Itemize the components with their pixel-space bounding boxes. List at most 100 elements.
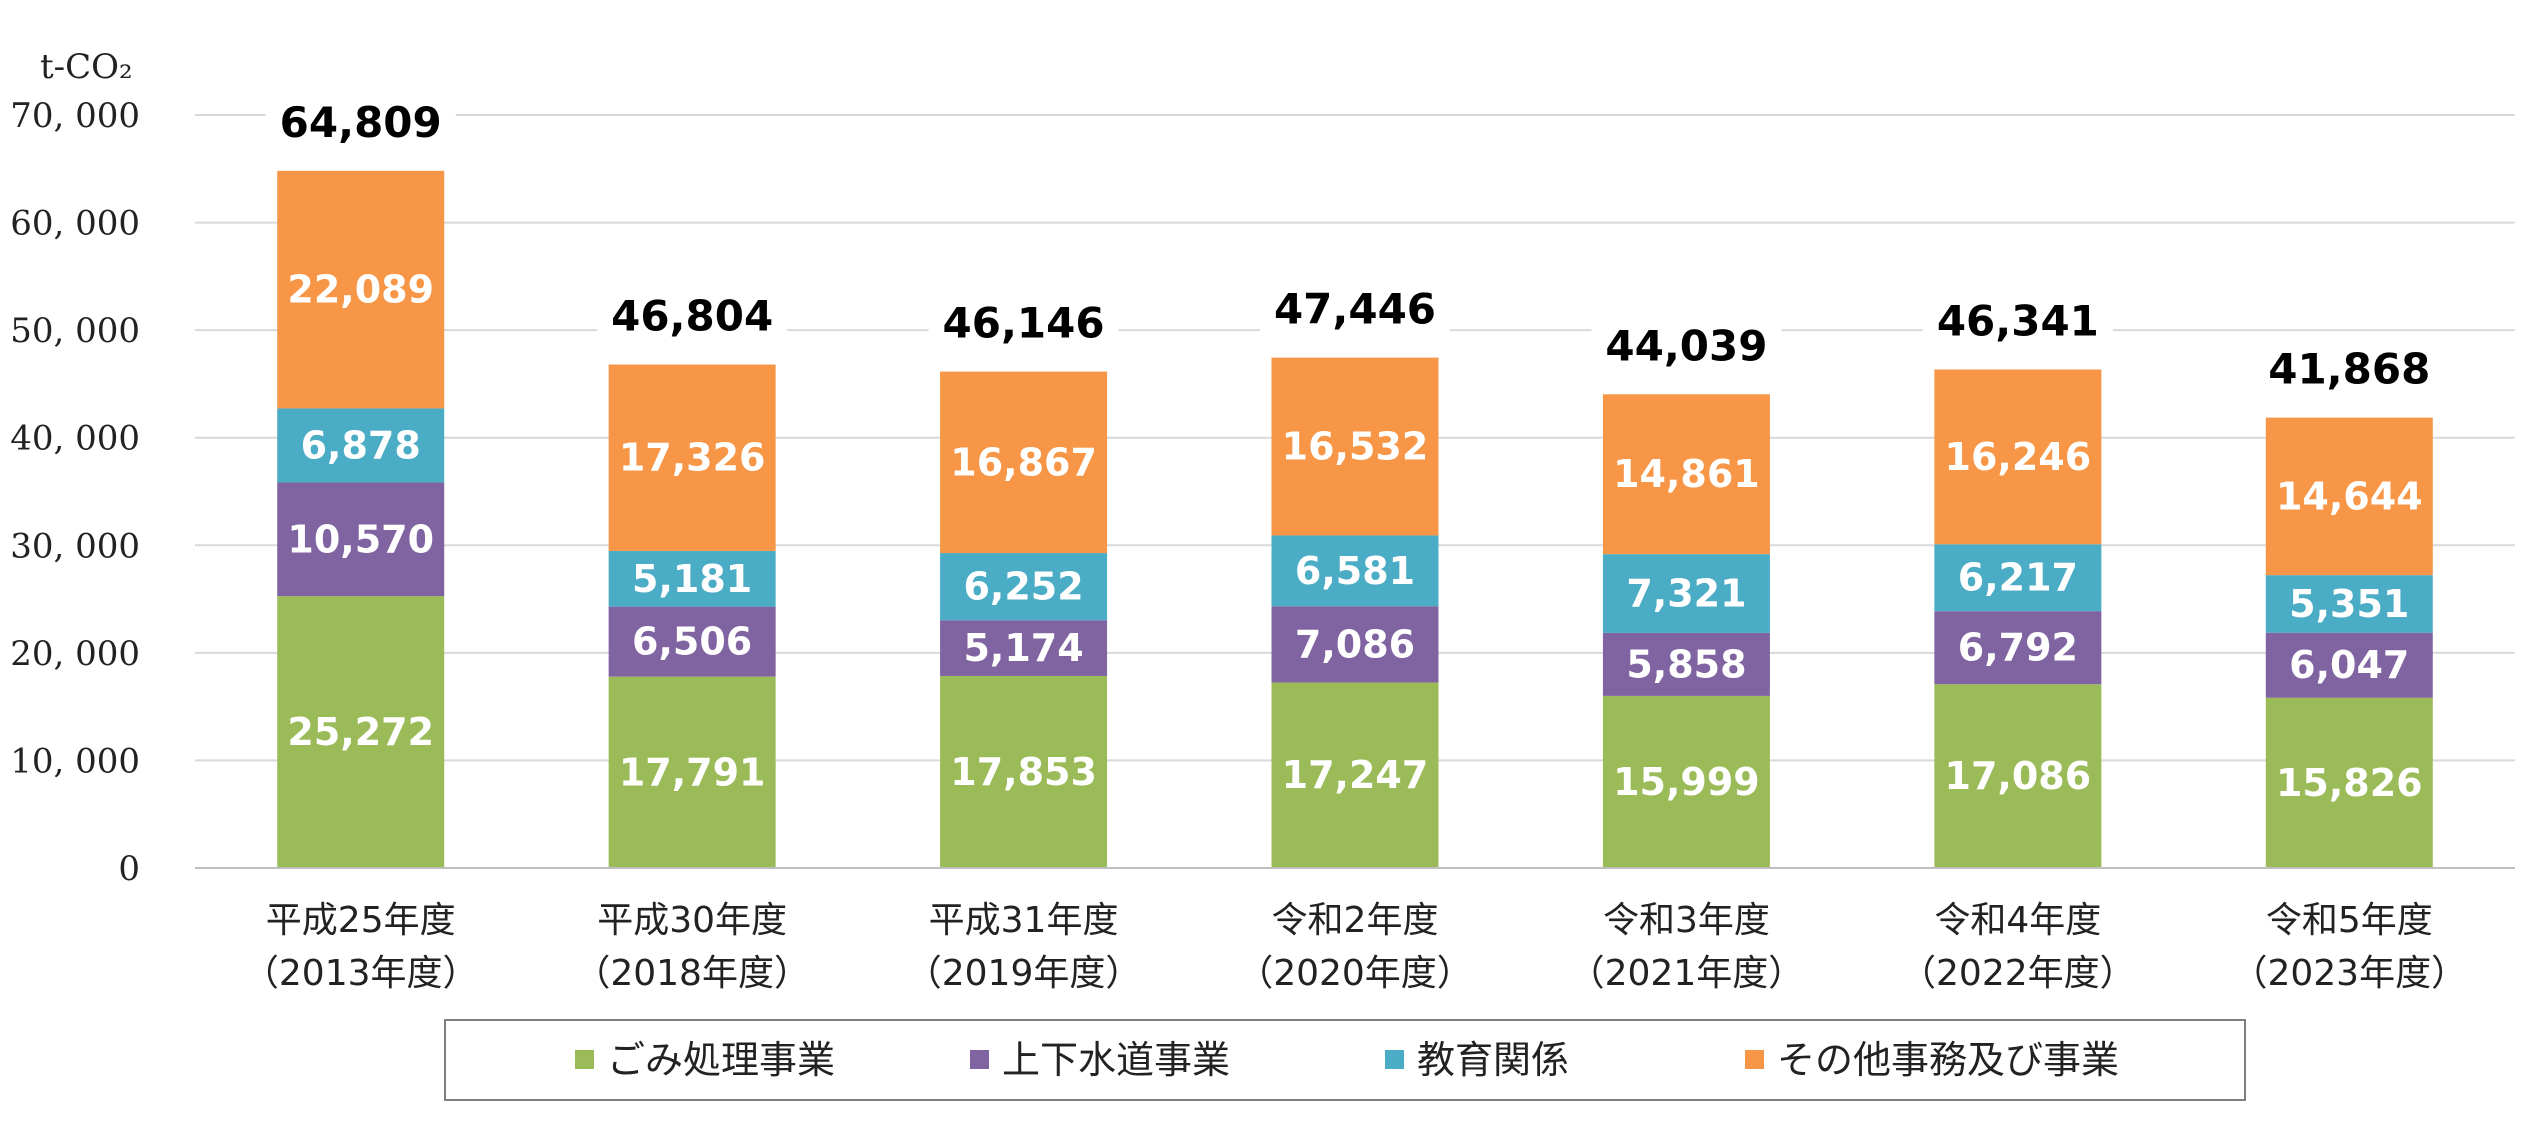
total-value-label: 41,868 xyxy=(2268,345,2430,394)
bar-segment xyxy=(608,550,776,607)
y-tick-label: 40, 000 xyxy=(10,419,140,459)
segment-value-label: 5,181 xyxy=(632,557,752,601)
segment-value-label: 10,570 xyxy=(287,517,434,561)
segment-value-label: 16,532 xyxy=(1282,425,1429,469)
total-label-bg xyxy=(1922,297,2113,350)
x-category-label: 令和3年度 xyxy=(1603,900,1770,941)
x-category-sublabel: （2019年度） xyxy=(906,953,1142,994)
bar-segment xyxy=(2265,417,2433,576)
total-label-bg xyxy=(265,98,456,151)
total-value-label: 44,039 xyxy=(1605,321,1767,370)
segment-value-label: 6,252 xyxy=(963,565,1083,609)
bar-segment xyxy=(277,596,445,868)
bar-segment xyxy=(2265,632,2433,698)
bars xyxy=(277,170,2433,868)
bar-segment xyxy=(2265,575,2433,633)
bar-segment xyxy=(940,620,1108,676)
bar-segment xyxy=(277,482,445,597)
total-value-label: 64,809 xyxy=(280,98,442,147)
segment-value-label: 17,247 xyxy=(1282,753,1429,797)
total-label-bg xyxy=(928,299,1119,352)
bar-segment xyxy=(1271,682,1439,868)
bar-segment xyxy=(1602,394,1770,555)
x-category-label: 平成30年度 xyxy=(597,900,787,941)
axes: 0 10, 000 20, 000 30, 000 40, 000 50, 000 60, … xyxy=(10,47,2515,994)
unit-label: t-CO₂ xyxy=(40,47,133,87)
bar-segment xyxy=(277,408,445,483)
data-labels: 25,272 10,570 6,878 22,089 64,809 17,791 6,506… xyxy=(265,98,2445,805)
total-label-bg xyxy=(1260,285,1450,338)
y-tick-label: 70, 000 xyxy=(10,96,140,136)
y-tick-label: 20, 000 xyxy=(10,634,140,674)
x-category-sublabel: （2020年度） xyxy=(1237,953,1473,994)
total-value-label: 46,804 xyxy=(611,292,773,341)
bar-segment xyxy=(608,606,776,677)
bar-segment xyxy=(608,676,776,868)
bar-segment xyxy=(1602,554,1770,633)
y-tick-label: 0 xyxy=(118,849,140,889)
x-category-label: 令和2年度 xyxy=(1272,900,1439,941)
segment-value-label: 17,853 xyxy=(950,750,1097,794)
bar-segment xyxy=(1271,606,1439,683)
total-label-bg xyxy=(2254,345,2445,398)
total-label-bg xyxy=(1591,322,1782,375)
x-category-sublabel: （2021年度） xyxy=(1569,953,1805,994)
x-category-sublabel: （2022年度） xyxy=(1900,953,2136,994)
bar-segment xyxy=(940,675,1108,868)
legend-swatch xyxy=(970,1050,989,1069)
legend-entry-label: 上下水道事業 xyxy=(1002,1038,1230,1082)
y-tick-label: 60, 000 xyxy=(10,204,140,244)
total-value-label: 46,341 xyxy=(1937,297,2099,346)
y-tick-label: 50, 000 xyxy=(10,311,140,351)
legend-swatch xyxy=(1385,1050,1404,1069)
segment-value-label: 15,826 xyxy=(2276,761,2423,805)
legend: ごみ処理事業 上下水道事業 教育関係 その他事務及び事業 xyxy=(444,1019,2246,1101)
legend-box xyxy=(444,1019,2246,1101)
bar-segment xyxy=(1934,684,2102,868)
y-tick-label: 30, 000 xyxy=(10,526,140,566)
bar-segment xyxy=(940,553,1108,621)
total-value-label: 47,446 xyxy=(1274,285,1436,334)
bar-segment xyxy=(1271,535,1439,607)
segment-value-label: 6,581 xyxy=(1295,549,1415,593)
segment-value-label: 16,867 xyxy=(950,440,1097,484)
bar-segment xyxy=(2265,697,2433,868)
segment-value-label: 6,047 xyxy=(2289,643,2409,687)
segment-value-label: 6,792 xyxy=(1958,626,2078,670)
x-category-sublabel: （2023年度） xyxy=(2231,953,2467,994)
segment-value-label: 6,878 xyxy=(301,423,421,467)
bar-segment xyxy=(1934,369,2102,545)
y-tick-label: 10, 000 xyxy=(10,741,140,781)
bar-segment xyxy=(1602,632,1770,696)
segment-value-label: 7,321 xyxy=(1626,572,1746,616)
segment-value-label: 6,217 xyxy=(1958,556,2078,600)
bar-segment xyxy=(608,364,776,551)
legend-entry-label: ごみ処理事業 xyxy=(607,1038,835,1082)
segment-value-label: 22,089 xyxy=(287,268,434,312)
segment-value-label: 7,086 xyxy=(1295,622,1415,666)
x-category-label: 平成25年度 xyxy=(266,900,456,941)
bar-segment xyxy=(1934,611,2102,685)
segment-value-label: 6,506 xyxy=(632,620,752,664)
x-category-sublabel: （2018年度） xyxy=(574,953,810,994)
x-category-label: 令和4年度 xyxy=(1934,900,2101,941)
bar-segment xyxy=(940,371,1108,554)
segment-value-label: 5,351 xyxy=(2289,582,2409,626)
bar-segment xyxy=(1271,357,1439,536)
legend-entry-label: 教育関係 xyxy=(1417,1038,1569,1082)
legend-swatch xyxy=(1745,1050,1764,1069)
segment-value-label: 14,861 xyxy=(1613,452,1760,496)
bar-segment xyxy=(1602,695,1770,868)
x-category-sublabel: （2013年度） xyxy=(243,953,479,994)
segment-value-label: 17,791 xyxy=(619,750,766,794)
total-label-bg xyxy=(597,292,788,345)
legend-entry-label: その他事務及び事業 xyxy=(1777,1038,2119,1082)
x-category-label: 令和5年度 xyxy=(2266,900,2433,941)
bar-segment xyxy=(277,170,445,409)
total-value-label: 46,146 xyxy=(943,299,1105,348)
x-category-label: 平成31年度 xyxy=(929,900,1119,941)
segment-value-label: 5,174 xyxy=(963,626,1083,670)
segment-value-label: 15,999 xyxy=(1613,760,1760,804)
